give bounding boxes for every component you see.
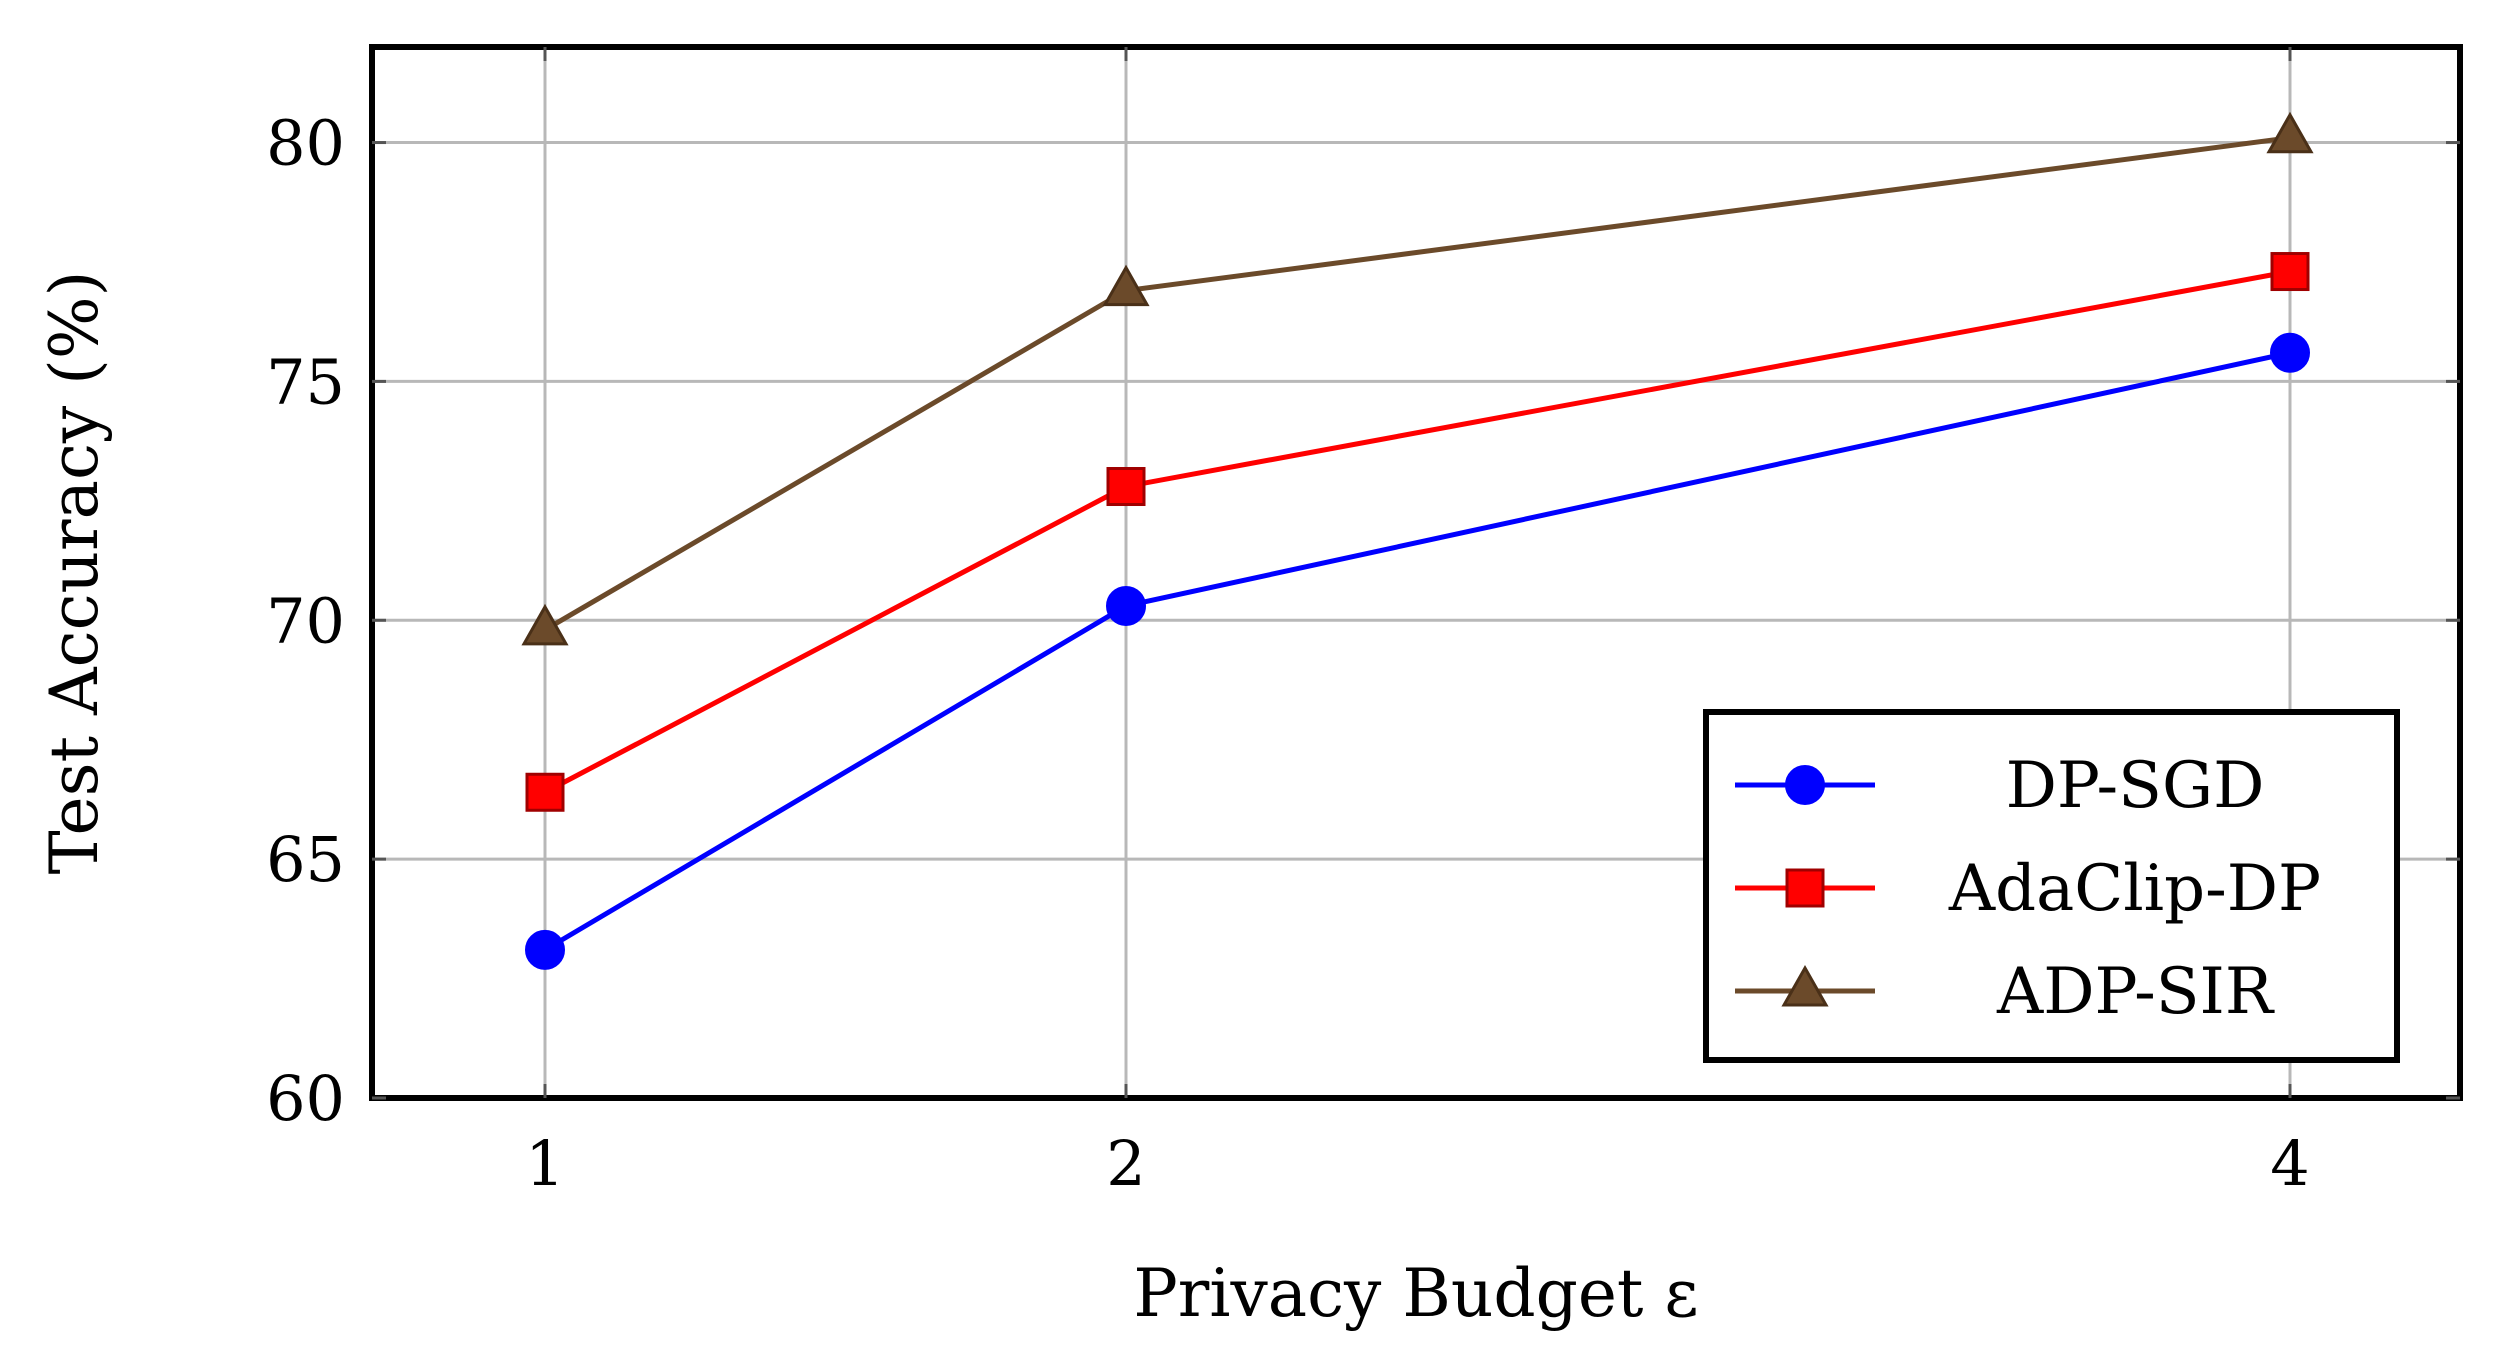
data-point bbox=[525, 929, 565, 970]
y-tick-label: 65 bbox=[266, 823, 345, 896]
y-tick-label: 60 bbox=[266, 1062, 345, 1135]
y-tick-label: 75 bbox=[266, 345, 345, 418]
y-axis-title: Test Accuracy (%) bbox=[36, 271, 113, 875]
data-point bbox=[2270, 252, 2310, 292]
series-line bbox=[543, 135, 2291, 632]
data-point bbox=[525, 772, 565, 812]
legend-item: DP-SGD bbox=[1735, 749, 2264, 823]
plot-frame bbox=[369, 44, 2463, 1101]
legend-marker bbox=[1785, 868, 1825, 908]
legend-label: AdaClip-DP bbox=[1948, 852, 2321, 926]
grid bbox=[372, 47, 2460, 1098]
x-tick-label: 2 bbox=[1106, 1127, 1145, 1200]
series-dp-sgd bbox=[525, 332, 2310, 970]
legend: DP-SGD AdaClip-DP ADP-SIR bbox=[1703, 709, 2400, 1063]
data-point bbox=[1102, 264, 1150, 307]
x-tick-label: 1 bbox=[525, 1127, 564, 1200]
legend-item: AdaClip-DP bbox=[1735, 852, 2321, 926]
data-point bbox=[1106, 585, 1146, 626]
data-point bbox=[1106, 467, 1146, 507]
series-layer bbox=[521, 111, 2314, 970]
series-adp-sir bbox=[521, 111, 2314, 646]
x-tick-label: 4 bbox=[2270, 1127, 2309, 1200]
x-axis-title: Privacy Budget ε bbox=[1133, 1255, 1698, 1332]
legend-marker bbox=[1785, 765, 1825, 805]
data-point bbox=[521, 603, 569, 646]
legend-marker bbox=[1781, 964, 1829, 1007]
legend-label: DP-SGD bbox=[2006, 749, 2265, 823]
legend-label: ADP-SIR bbox=[1996, 955, 2275, 1029]
tick-labels: 1 2 4 60 65 70 75 80 bbox=[266, 47, 2460, 1200]
y-tick-label: 70 bbox=[266, 584, 345, 657]
data-point bbox=[2266, 111, 2314, 154]
y-tick-label: 80 bbox=[266, 107, 345, 180]
data-point bbox=[2270, 332, 2310, 373]
legend-item: ADP-SIR bbox=[1735, 955, 2275, 1029]
series-adaclip-dp bbox=[525, 252, 2310, 812]
